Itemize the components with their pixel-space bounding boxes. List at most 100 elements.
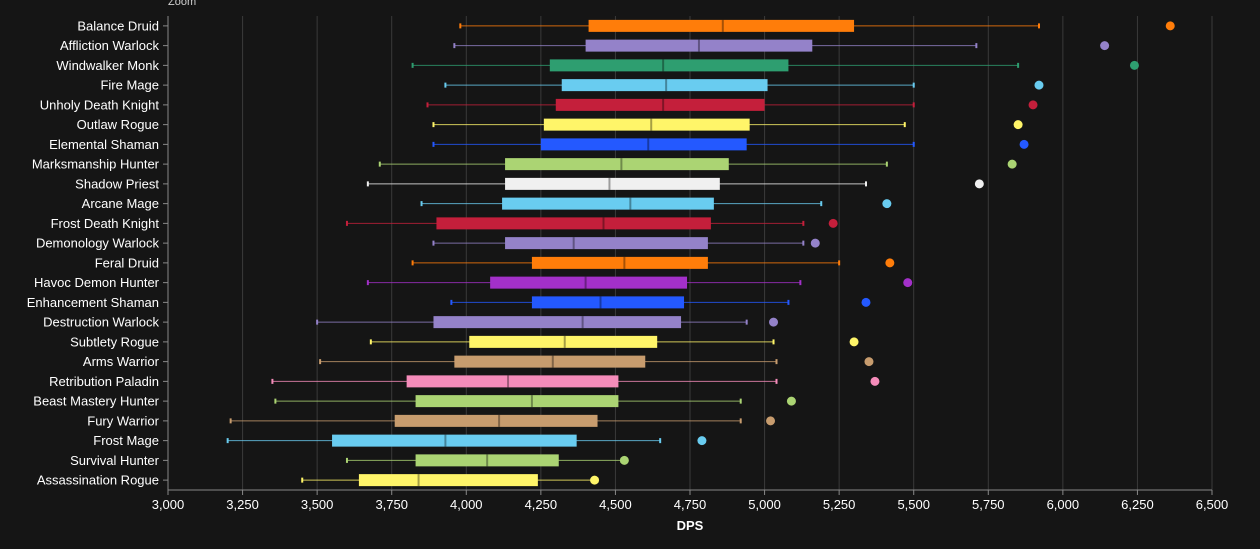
category-label: Frost Death Knight <box>51 216 160 231</box>
box-series-fire-mage[interactable] <box>444 79 1044 92</box>
category-label: Frost Mage <box>93 433 159 448</box>
outlier-point[interactable] <box>619 455 629 465</box>
category-label: Arcane Mage <box>82 196 159 211</box>
box-series-assassination-rogue[interactable] <box>301 474 600 487</box>
category-label: Subtlety Rogue <box>70 334 159 349</box>
x-tick-label: 4,000 <box>450 497 483 512</box>
category-label: Feral Druid <box>95 255 159 270</box>
x-tick-label: 4,500 <box>599 497 632 512</box>
box-series-subtlety-rogue[interactable] <box>369 335 859 348</box>
category-label: Survival Hunter <box>70 453 160 468</box>
x-tick-label: 4,250 <box>525 497 558 512</box>
category-label: Retribution Paladin <box>49 374 159 389</box>
zoom-label[interactable]: Zoom <box>168 0 196 8</box>
axes: 3,000 3,250 3,500 3,750 4,000 4,250 4,500 4,750… <box>152 16 1229 512</box>
outlier-point[interactable] <box>766 416 776 426</box>
box-series-unholy-death-knight[interactable] <box>426 98 1038 111</box>
iqr-box <box>490 276 688 289</box>
box-series-arms-warrior[interactable] <box>319 355 874 368</box>
iqr-box <box>332 434 577 447</box>
iqr-box <box>505 158 729 171</box>
box-series-arcane-mage[interactable] <box>420 197 892 210</box>
iqr-box <box>543 118 750 131</box>
box-series-demonology-warlock[interactable] <box>432 237 820 250</box>
box-series-marksmanship-hunter[interactable] <box>378 158 1017 171</box>
x-tick-label: 3,250 <box>226 497 259 512</box>
iqr-box <box>502 197 714 210</box>
outlier-point[interactable] <box>864 357 874 367</box>
iqr-box <box>505 237 708 250</box>
box-series-affliction-warlock[interactable] <box>453 39 1110 52</box>
x-tick-label: 4,750 <box>674 497 707 512</box>
outlier-point[interactable] <box>590 475 600 485</box>
box-series-frost-death-knight[interactable] <box>345 217 838 230</box>
iqr-box <box>454 355 646 368</box>
outlier-point[interactable] <box>769 317 779 327</box>
iqr-box <box>436 217 711 230</box>
iqr-box <box>561 79 768 92</box>
category-label: Windwalker Monk <box>56 58 159 73</box>
box-series-destruction-warlock[interactable] <box>316 316 779 329</box>
outlier-point[interactable] <box>810 238 820 248</box>
box-series-fury-warrior[interactable] <box>229 414 776 427</box>
iqr-box <box>531 256 708 269</box>
category-label: Havoc Demon Hunter <box>34 275 160 290</box>
iqr-box <box>555 98 765 111</box>
outlier-point[interactable] <box>786 396 796 406</box>
iqr-box <box>531 296 685 309</box>
iqr-box <box>585 39 813 52</box>
outlier-point[interactable] <box>870 376 880 386</box>
outlier-point[interactable] <box>1165 21 1175 31</box>
x-tick-label: 6,500 <box>1196 497 1229 512</box>
box-series-outlaw-rogue[interactable] <box>432 118 1023 131</box>
outlier-point[interactable] <box>903 278 913 288</box>
iqr-box <box>469 335 658 348</box>
box-series-shadow-priest[interactable] <box>366 177 984 190</box>
outlier-point[interactable] <box>882 199 892 209</box>
outlier-point[interactable] <box>861 297 871 307</box>
category-label: Assassination Rogue <box>37 473 159 488</box>
box-series-retribution-paladin[interactable] <box>271 375 880 388</box>
x-tick-label: 3,750 <box>375 497 408 512</box>
outlier-point[interactable] <box>974 179 984 189</box>
outlier-point[interactable] <box>1034 80 1044 90</box>
outlier-point[interactable] <box>1100 41 1110 51</box>
x-tick-label: 3,500 <box>301 497 334 512</box>
category-label: Outlaw Rogue <box>77 117 159 132</box>
category-label: Shadow Priest <box>75 176 159 191</box>
box-series-survival-hunter[interactable] <box>345 454 629 467</box>
x-tick-label: 6,000 <box>1047 497 1080 512</box>
category-label: Affliction Warlock <box>60 38 159 53</box>
x-tick-label: 6,250 <box>1121 497 1154 512</box>
category-label: Enhancement Shaman <box>27 295 159 310</box>
box-series-elemental-shaman[interactable] <box>432 138 1029 151</box>
outlier-point[interactable] <box>849 337 859 347</box>
outlier-point[interactable] <box>1013 120 1023 130</box>
category-label: Beast Mastery Hunter <box>33 394 159 409</box>
box-series-havoc-demon-hunter[interactable] <box>366 276 913 289</box>
outlier-point[interactable] <box>1019 139 1029 149</box>
outlier-point[interactable] <box>828 218 838 228</box>
iqr-box <box>394 414 598 427</box>
x-tick-label: 5,500 <box>897 497 930 512</box>
outlier-point[interactable] <box>1007 159 1017 169</box>
box-series-enhancement-shaman[interactable] <box>450 296 871 309</box>
box-series-frost-mage[interactable] <box>226 434 707 447</box>
x-tick-label: 5,750 <box>972 497 1005 512</box>
box-series-beast-mastery-hunter[interactable] <box>274 395 796 408</box>
outlier-point[interactable] <box>697 436 707 446</box>
iqr-box <box>505 177 720 190</box>
iqr-box <box>588 19 855 32</box>
outlier-point[interactable] <box>1028 100 1038 110</box>
box-series-windwalker-monk[interactable] <box>411 59 1139 72</box>
category-label: Demonology Warlock <box>36 236 160 251</box>
category-label: Fury Warrior <box>87 413 159 428</box>
outlier-point[interactable] <box>1129 60 1139 70</box>
box-series-feral-druid[interactable] <box>411 256 895 269</box>
x-tick-label: 5,000 <box>748 497 781 512</box>
boxplot-series <box>226 19 1175 487</box>
box-series-balance-druid[interactable] <box>459 19 1175 32</box>
category-label: Balance Druid <box>77 18 159 33</box>
outlier-point[interactable] <box>885 258 895 268</box>
